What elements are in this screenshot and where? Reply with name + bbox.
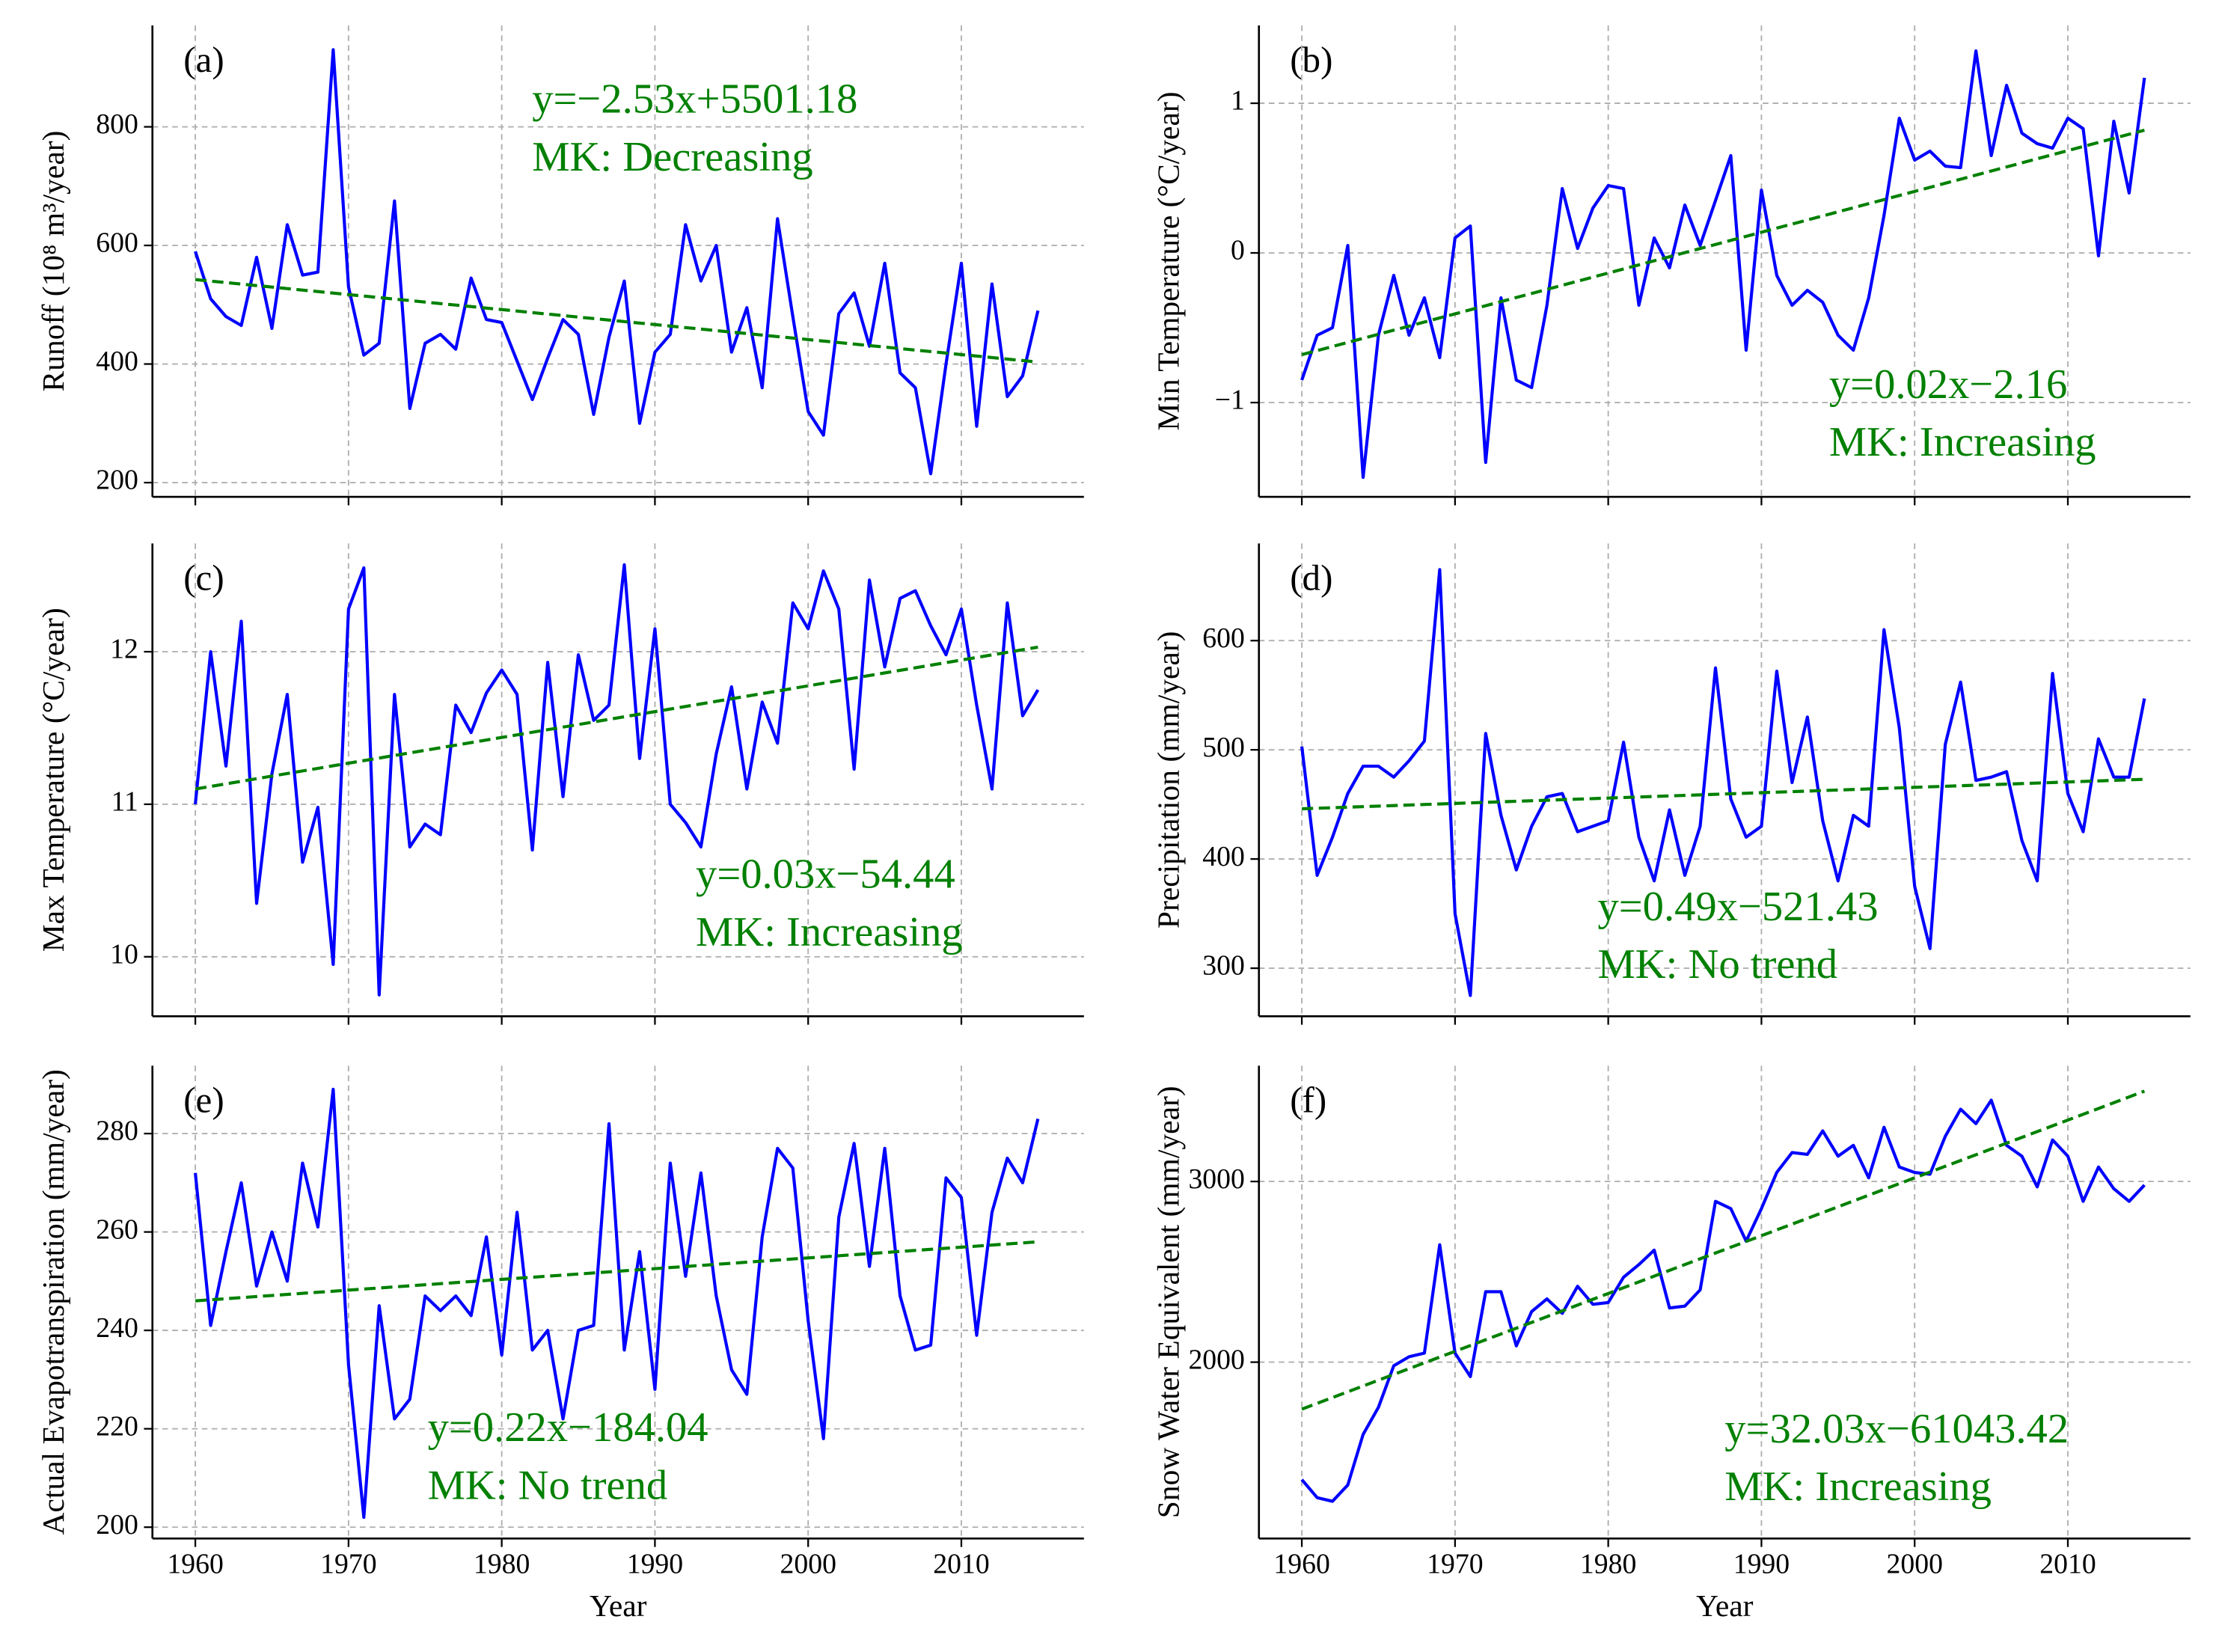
annotation: MK: Decreasing (532, 134, 813, 180)
panel-label: (a) (183, 39, 224, 80)
x-tick-label: 1980 (474, 1549, 530, 1580)
y-tick-label: 3000 (1188, 1163, 1244, 1195)
y-tick-label: 240 (96, 1312, 138, 1344)
data-line (194, 1087, 1040, 1520)
y-tick-label: 1 (1231, 85, 1245, 117)
y-tick-label: 200 (96, 1509, 138, 1541)
y-axis-label: Max Temperature (°C/year) (36, 608, 71, 952)
y-tick-label: 500 (1202, 732, 1245, 763)
data-line (1300, 568, 2146, 997)
annotation: MK: Increasing (1724, 1463, 1992, 1510)
y-tick-label: 260 (96, 1214, 138, 1245)
y-axis-label: Min Temperature (°C/year) (1151, 91, 1186, 430)
y-axis-label: Precipitation (mm/year) (1151, 631, 1186, 929)
y-tick-label: 0 (1231, 235, 1245, 266)
y-tick-label: 280 (96, 1116, 138, 1147)
x-tick-label: 1960 (1273, 1549, 1329, 1580)
annotation: y=0.02x−2.16 (1829, 361, 2067, 408)
x-tick-label: 2010 (2039, 1549, 2096, 1580)
y-tick-label: 12 (110, 634, 138, 665)
trend-line (1302, 777, 2145, 811)
y-axis-label: Actual Evapotranspiration (mm/year) (36, 1069, 71, 1535)
x-axis-label: Year (590, 1588, 647, 1623)
annotation: MK: Increasing (1829, 419, 2096, 465)
y-tick-label: 800 (96, 108, 138, 140)
panel-label: (f) (1290, 1080, 1326, 1121)
data-line (1300, 49, 2146, 480)
y-tick-label: 600 (96, 227, 138, 259)
y-tick-label: 400 (1202, 841, 1245, 872)
data-line (1300, 1098, 2146, 1503)
trend-line (195, 645, 1038, 791)
panel-label: (e) (183, 1080, 224, 1121)
annotation: y=0.49x−521.43 (1597, 884, 1878, 930)
y-axis-label: Runoff (10⁸ m³/year) (36, 131, 71, 392)
y-tick-label: −1 (1215, 385, 1245, 416)
annotation: y=0.03x−54.44 (696, 851, 955, 897)
x-tick-label: 1970 (1427, 1549, 1483, 1580)
x-tick-label: 1970 (320, 1549, 376, 1580)
annotation: y=32.03x−61043.42 (1724, 1406, 2069, 1452)
y-tick-label: 300 (1202, 950, 1245, 982)
x-axis-label: Year (1696, 1588, 1754, 1623)
x-tick-label: 2010 (933, 1549, 989, 1580)
annotation: y=−2.53x+5501.18 (532, 76, 857, 123)
x-tick-label: 2000 (780, 1549, 836, 1580)
y-tick-label: 10 (110, 938, 138, 970)
panel-label: (c) (183, 557, 224, 599)
trend-line (195, 278, 1038, 364)
panel-label: (b) (1290, 39, 1332, 80)
x-tick-label: 2000 (1886, 1549, 1942, 1580)
x-tick-label: 1990 (1733, 1549, 1790, 1580)
annotation: y=0.22x−184.04 (428, 1404, 708, 1451)
x-tick-label: 1980 (1580, 1549, 1636, 1580)
y-tick-label: 400 (96, 346, 138, 377)
y-tick-label: 220 (96, 1410, 138, 1442)
trend-line (1301, 1089, 2146, 1411)
y-axis-label: Snow Water Equivalent (mm/year) (1151, 1086, 1186, 1518)
annotation: MK: Increasing (696, 909, 963, 955)
trend-line (195, 1240, 1038, 1303)
annotation: MK: No trend (1597, 941, 1837, 988)
x-tick-label: 1960 (167, 1549, 223, 1580)
y-tick-label: 600 (1202, 622, 1245, 654)
x-tick-label: 1990 (627, 1549, 683, 1580)
data-line (194, 48, 1040, 476)
y-tick-label: 11 (111, 786, 138, 818)
data-line (194, 563, 1040, 997)
y-tick-label: 200 (96, 465, 138, 496)
y-tick-label: 2000 (1188, 1344, 1244, 1375)
annotation: MK: No trend (428, 1462, 668, 1508)
trend-line (1301, 129, 2145, 357)
panel-label: (d) (1290, 557, 1332, 599)
